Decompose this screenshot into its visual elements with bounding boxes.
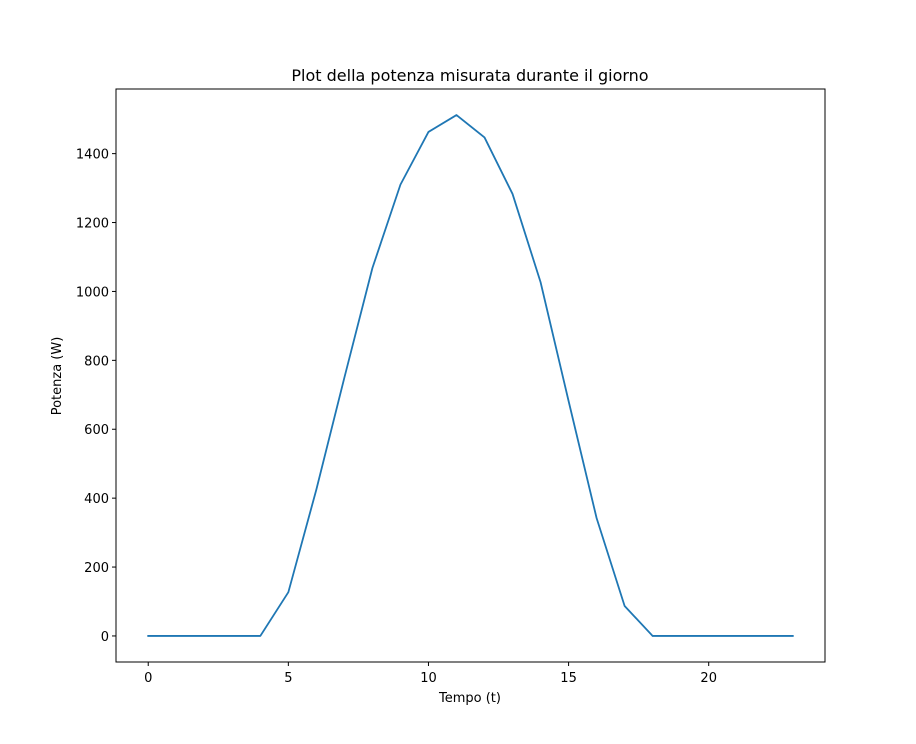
y-tick-label-1200: 1200	[76, 217, 109, 232]
x-axis-label: Tempo (t)	[438, 691, 501, 706]
y-tick-label-0: 0	[101, 630, 109, 645]
y-tick-label-1000: 1000	[76, 285, 109, 300]
x-tick-label-10: 10	[420, 671, 437, 686]
x-tick-label-15: 15	[560, 671, 577, 686]
x-tick-label-0: 0	[144, 671, 152, 686]
series-line-0	[147, 114, 794, 637]
y-tick-label-200: 200	[84, 561, 109, 576]
chart-title: Plot della potenza misurata durante il g…	[291, 66, 648, 85]
y-tick-label-1400: 1400	[76, 148, 109, 163]
y-tick-label-400: 400	[84, 492, 109, 507]
x-tick-label-5: 5	[284, 671, 292, 686]
x-tick-label-20: 20	[700, 671, 717, 686]
y-tick-label-800: 800	[84, 354, 109, 369]
y-axis-label: Potenza (W)	[50, 337, 65, 416]
y-tick-label-600: 600	[84, 423, 109, 438]
axes-frame	[115, 88, 826, 663]
